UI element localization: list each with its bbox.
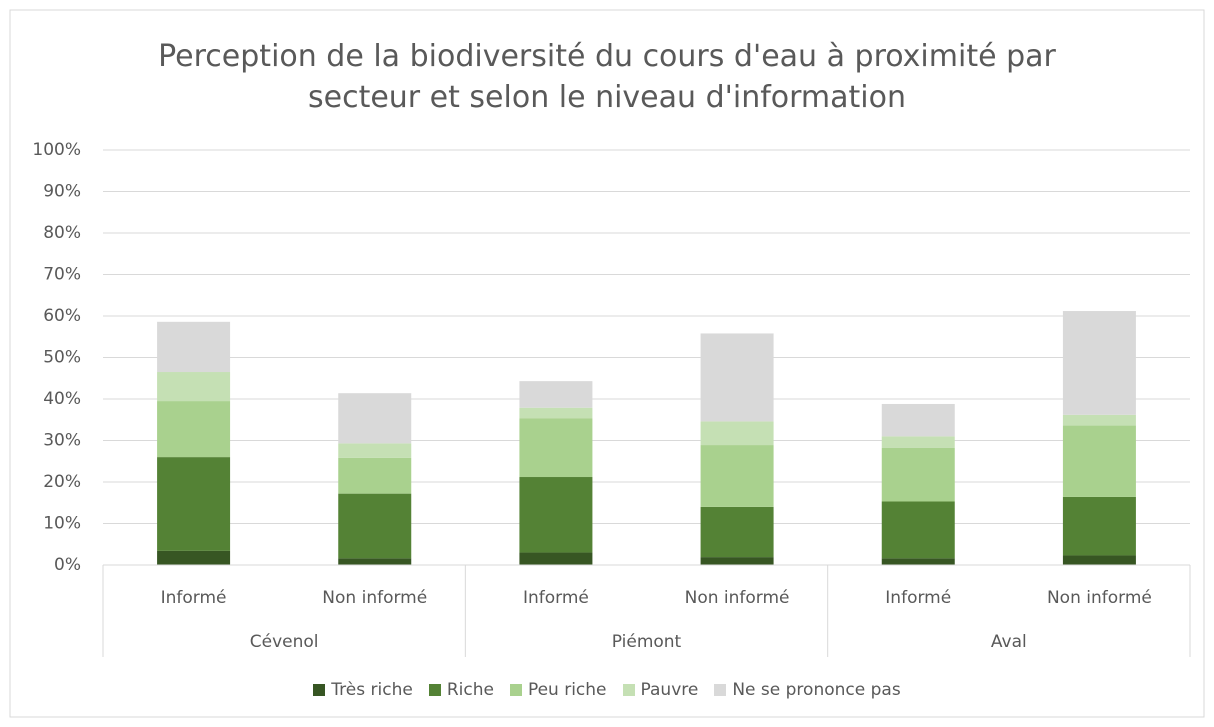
x-tick-label: Non informé bbox=[685, 588, 790, 608]
y-tick-label: 80% bbox=[43, 223, 81, 243]
bar-segment bbox=[338, 393, 412, 444]
y-tick-label: 100% bbox=[32, 140, 81, 160]
bar-segment bbox=[157, 550, 231, 565]
legend-label: Peu riche bbox=[527, 680, 607, 700]
bar-segment bbox=[157, 401, 231, 458]
bar-segment bbox=[700, 506, 774, 558]
x-tick-label: Informé bbox=[523, 588, 589, 608]
y-tick-label: 40% bbox=[43, 389, 81, 409]
bar-segment bbox=[338, 558, 412, 565]
bar-segment bbox=[338, 443, 412, 458]
bar-segment bbox=[519, 407, 593, 419]
x-tick-label: Non informé bbox=[1047, 588, 1152, 608]
chart-border bbox=[9, 9, 1205, 718]
legend-item: Très riche bbox=[313, 680, 413, 700]
bar-segment bbox=[338, 493, 412, 559]
legend-swatch bbox=[313, 684, 326, 696]
bar-segment bbox=[519, 381, 593, 408]
bar-segment bbox=[519, 477, 593, 553]
legend-label: Ne se prononce pas bbox=[732, 680, 901, 700]
legend-item: Riche bbox=[428, 680, 494, 700]
legend-label: Très riche bbox=[331, 680, 413, 700]
bar-segment bbox=[881, 501, 955, 559]
bar-segment bbox=[700, 333, 774, 422]
y-tick-label: 70% bbox=[43, 265, 81, 285]
y-tick-label: 60% bbox=[43, 306, 81, 326]
y-tick-label: 30% bbox=[43, 431, 81, 451]
bar-segment bbox=[700, 557, 774, 565]
legend-swatch bbox=[714, 684, 727, 696]
x-tick-label: Informé bbox=[161, 588, 227, 608]
chart-title: Perception de la biodiversité du cours d… bbox=[158, 39, 1056, 115]
bar-segment bbox=[519, 552, 593, 565]
bar-segment bbox=[700, 445, 774, 507]
y-tick-label: 10% bbox=[43, 514, 81, 534]
legend-label: Pauvre bbox=[640, 680, 699, 700]
bar-segment bbox=[157, 457, 231, 551]
bar-segment bbox=[157, 372, 231, 402]
bar-segment bbox=[881, 436, 955, 448]
y-tick-label: 90% bbox=[43, 182, 81, 202]
group-label: Aval bbox=[991, 632, 1027, 652]
legend-item: Ne se prononce pas bbox=[714, 680, 901, 700]
bar-segment bbox=[1062, 496, 1136, 556]
bar-segment bbox=[157, 321, 231, 373]
legend-item: Peu riche bbox=[509, 680, 607, 700]
bar-segment bbox=[881, 558, 955, 565]
group-label: Cévenol bbox=[250, 632, 319, 652]
y-tick-label: 0% bbox=[54, 555, 81, 575]
x-tick-label: Informé bbox=[885, 588, 951, 608]
bar-segment bbox=[881, 447, 955, 502]
legend-swatch bbox=[509, 684, 522, 696]
bar-segment bbox=[1062, 425, 1136, 497]
bar-segment bbox=[519, 418, 593, 478]
legend-swatch bbox=[622, 684, 635, 696]
group-label: Piémont bbox=[612, 632, 682, 652]
bar-segment bbox=[1062, 414, 1136, 426]
legend-swatch bbox=[428, 684, 441, 696]
legend: Très riche Riche Peu riche Pauvre Ne se pron… bbox=[0, 680, 1214, 700]
x-tick-label: Non informé bbox=[322, 588, 427, 608]
y-tick-label: 50% bbox=[43, 348, 81, 368]
legend-label: Riche bbox=[446, 680, 494, 700]
bar-segment bbox=[338, 457, 412, 494]
legend-item: Pauvre bbox=[622, 680, 699, 700]
bar-segment bbox=[1062, 555, 1136, 565]
y-tick-label: 20% bbox=[43, 472, 81, 492]
bar-segment bbox=[881, 403, 955, 437]
bar-segment bbox=[700, 421, 774, 446]
bar-segment bbox=[1062, 311, 1136, 415]
